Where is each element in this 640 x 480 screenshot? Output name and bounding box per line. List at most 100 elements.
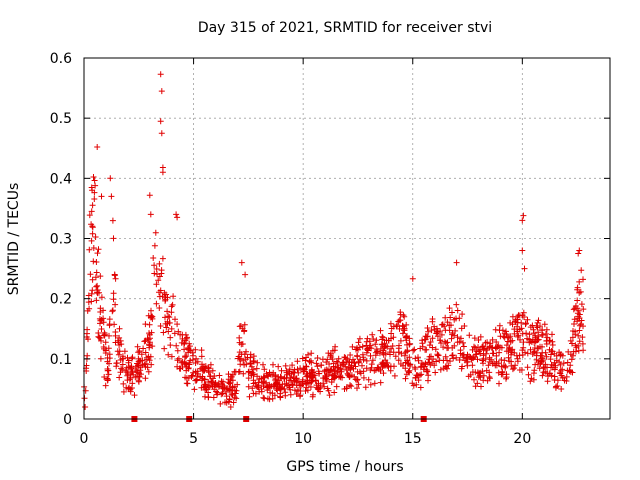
data-point	[226, 385, 233, 392]
data-point	[151, 270, 158, 277]
data-point	[168, 303, 175, 310]
data-point	[460, 343, 467, 350]
data-point	[489, 350, 496, 357]
data-point	[116, 342, 123, 348]
data-point	[201, 376, 208, 383]
data-point	[557, 361, 564, 368]
data-point	[120, 380, 127, 387]
data-point	[431, 362, 438, 369]
data-point	[529, 351, 536, 357]
data-point	[499, 368, 506, 375]
data-point	[518, 325, 525, 332]
data-point	[578, 317, 585, 324]
data-point	[110, 296, 117, 303]
data-point	[519, 247, 526, 254]
data-point	[374, 348, 380, 354]
points-layer	[81, 71, 587, 410]
data-point	[201, 381, 208, 388]
data-point	[574, 297, 581, 304]
data-point	[116, 325, 123, 332]
data-point	[187, 357, 194, 364]
data-point	[367, 367, 374, 373]
data-point	[152, 229, 159, 236]
data-point	[379, 364, 386, 370]
data-point	[326, 361, 333, 367]
data-point	[509, 366, 516, 373]
data-point	[479, 343, 486, 350]
data-point	[439, 321, 446, 328]
data-point	[227, 404, 234, 410]
data-point	[314, 363, 321, 370]
data-point	[302, 357, 309, 364]
data-point	[415, 357, 422, 364]
data-point	[444, 339, 451, 346]
data-point	[266, 396, 273, 403]
data-point	[521, 265, 528, 272]
data-point	[331, 389, 338, 396]
data-point	[134, 360, 141, 367]
data-point	[185, 375, 192, 381]
data-point	[363, 349, 370, 356]
data-point	[241, 351, 248, 358]
data-point	[86, 246, 93, 253]
data-point	[480, 372, 487, 379]
data-point	[530, 376, 537, 383]
data-point	[94, 144, 101, 150]
data-point	[371, 380, 378, 387]
y-axis-label: SRMTID / TECUs	[6, 183, 22, 296]
data-point	[148, 361, 155, 368]
data-point	[88, 208, 95, 215]
data-point	[143, 356, 150, 363]
data-point	[479, 357, 486, 364]
data-point	[334, 369, 341, 376]
data-point	[299, 381, 306, 388]
data-point	[458, 325, 465, 332]
data-point	[88, 184, 95, 191]
data-point	[98, 337, 104, 344]
data-point	[112, 332, 119, 339]
data-point	[97, 273, 104, 280]
data-point	[497, 333, 504, 340]
data-point	[575, 332, 582, 339]
data-point	[183, 367, 190, 374]
data-point	[505, 354, 512, 361]
data-point	[531, 339, 538, 346]
data-point	[375, 365, 382, 372]
data-point	[452, 327, 459, 334]
data-point	[379, 349, 386, 356]
data-point	[571, 321, 577, 327]
y-tick-label: 0.1	[50, 352, 72, 368]
data-point	[477, 333, 484, 340]
data-point	[503, 374, 510, 381]
data-point	[399, 330, 406, 337]
data-point	[354, 385, 360, 392]
data-point	[182, 331, 189, 338]
data-point	[308, 350, 315, 357]
data-point	[418, 371, 425, 378]
data-point	[310, 373, 317, 379]
data-point	[333, 383, 340, 390]
chart-title: Day 315 of 2021, SRMTID for receiver stv…	[198, 20, 492, 36]
data-point	[303, 370, 310, 377]
data-point	[404, 341, 410, 348]
data-point	[226, 380, 233, 387]
data-point	[283, 367, 290, 374]
data-point	[199, 373, 206, 380]
data-point	[429, 335, 436, 342]
data-point	[109, 307, 116, 314]
data-point	[166, 319, 173, 326]
data-point	[518, 319, 525, 326]
data-point	[486, 354, 493, 361]
data-point	[243, 348, 249, 355]
data-point	[187, 347, 194, 354]
data-point	[94, 282, 101, 289]
data-point	[480, 377, 487, 384]
data-point	[354, 377, 360, 384]
y-tick-label: 0.4	[50, 171, 72, 187]
data-point	[478, 383, 484, 390]
data-point	[174, 347, 181, 354]
x-tick-label: 15	[404, 431, 422, 447]
data-point	[228, 391, 235, 398]
data-point	[569, 340, 575, 347]
data-point	[115, 351, 122, 358]
